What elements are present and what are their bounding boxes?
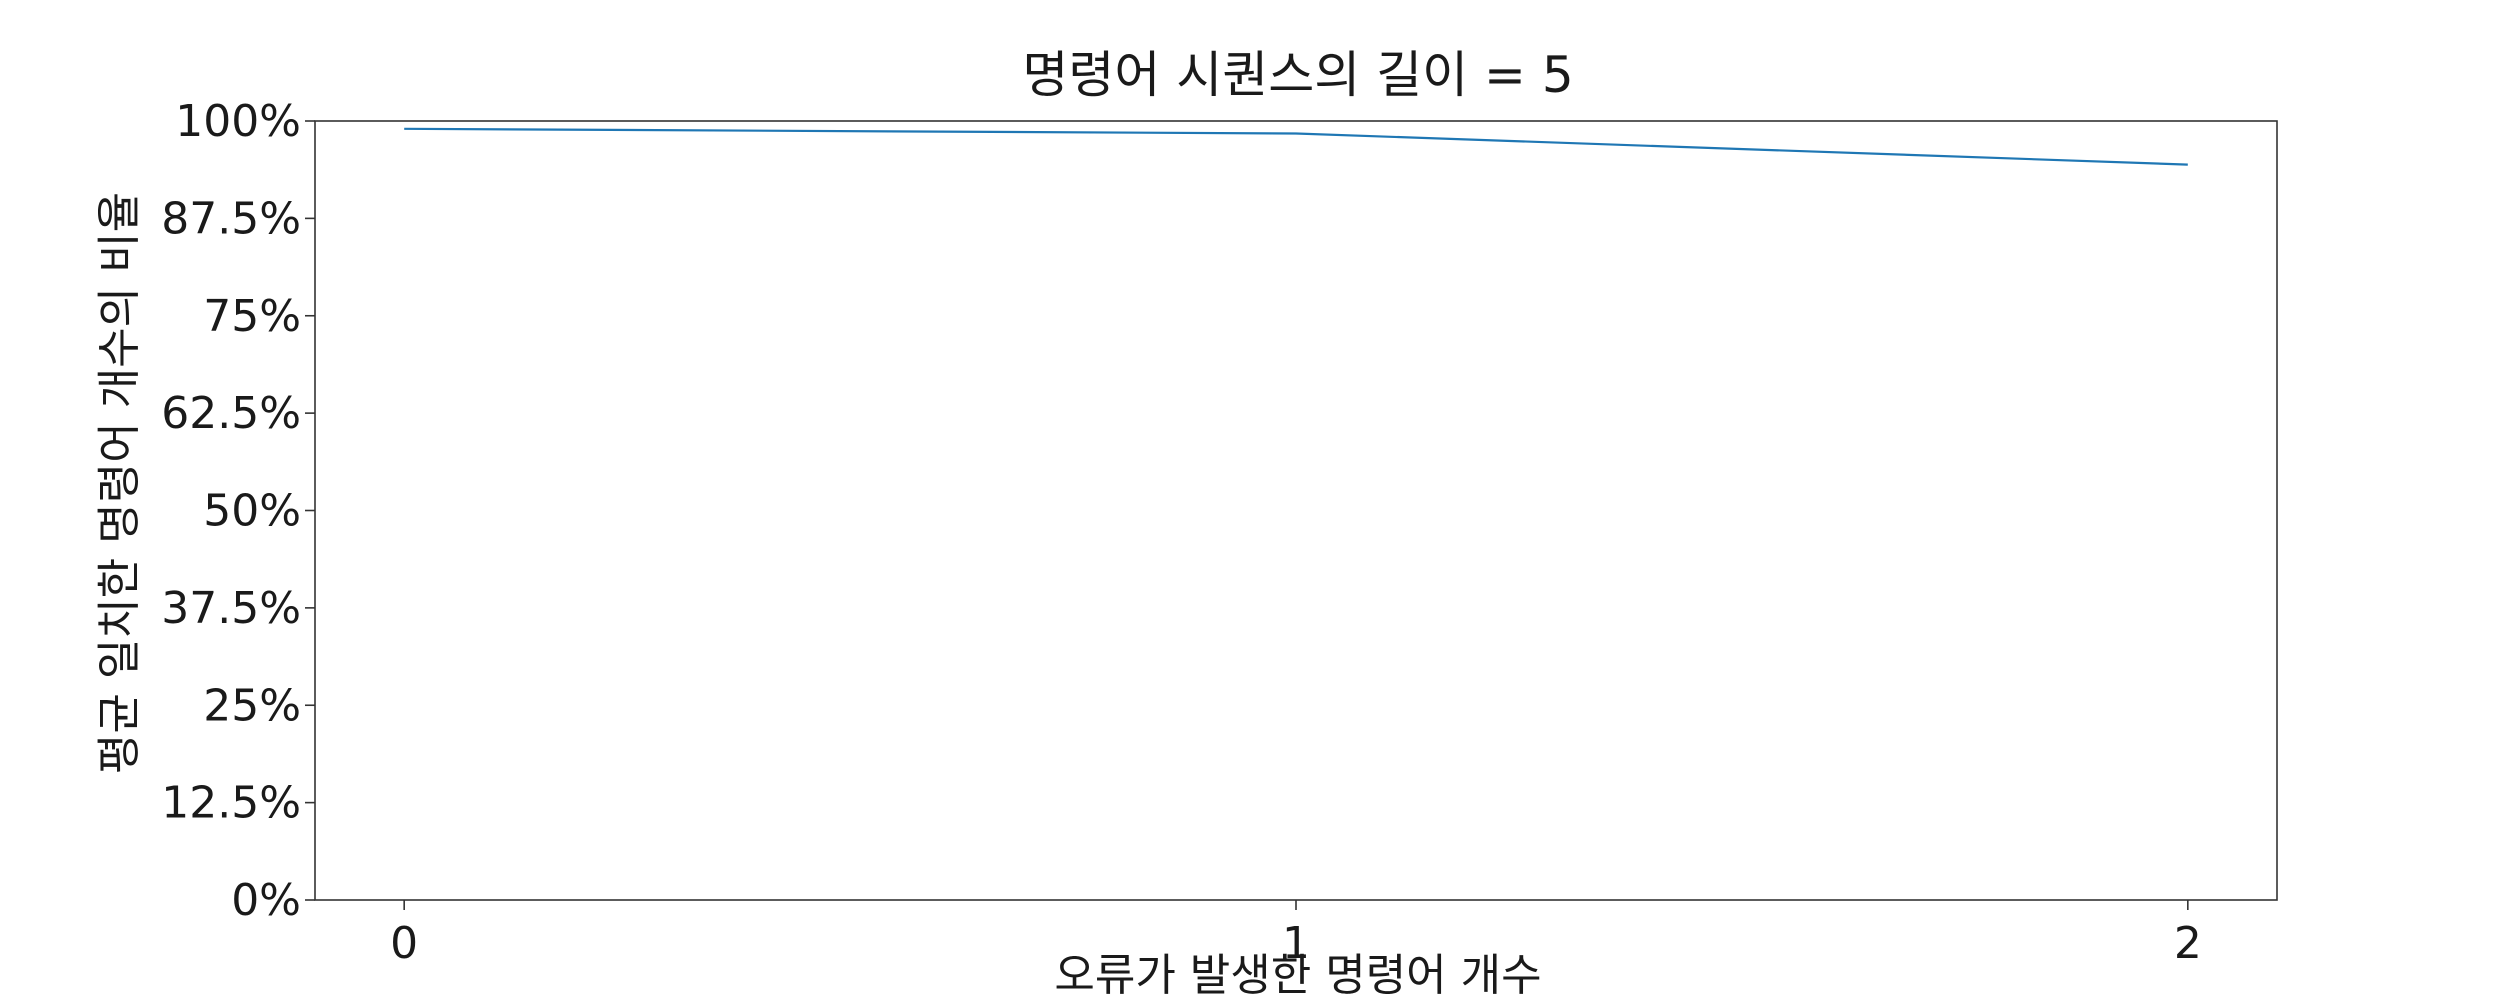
series-line <box>404 127 2188 166</box>
y-axis-label: 평균 일치한 명령어 개수의 비율 <box>94 192 145 774</box>
x-tick-label: 1 <box>1282 918 1310 969</box>
y-axis: 0% 12.5% 25% 37.5% 50% 62.5% 75% 87.5% 100% <box>161 96 315 926</box>
y-tick-label: 50% <box>203 486 301 537</box>
y-tick-label: 100% <box>175 96 301 147</box>
x-tick-label: 2 <box>2174 918 2202 969</box>
y-tick-label: 62.5% <box>161 388 301 439</box>
y-tick-label: 75% <box>203 291 301 342</box>
y-tick-label: 87.5% <box>161 193 301 244</box>
chart-title: 명령어 시퀀스의 길이 = 5 <box>1022 46 1573 104</box>
y-tick-label: 0% <box>231 875 301 926</box>
y-tick-label: 12.5% <box>161 778 301 829</box>
x-tick-label: 0 <box>390 918 418 969</box>
x-axis: 0 1 2 <box>390 900 2202 969</box>
x-axis-label: 오류가 발생한 명령어 개수 <box>1054 950 1541 1000</box>
plot-area <box>314 120 2278 901</box>
y-tick-label: 37.5% <box>161 583 301 634</box>
y-tick-label: 25% <box>203 680 301 731</box>
series-layer <box>404 127 2188 166</box>
plot-border <box>314 120 2278 901</box>
